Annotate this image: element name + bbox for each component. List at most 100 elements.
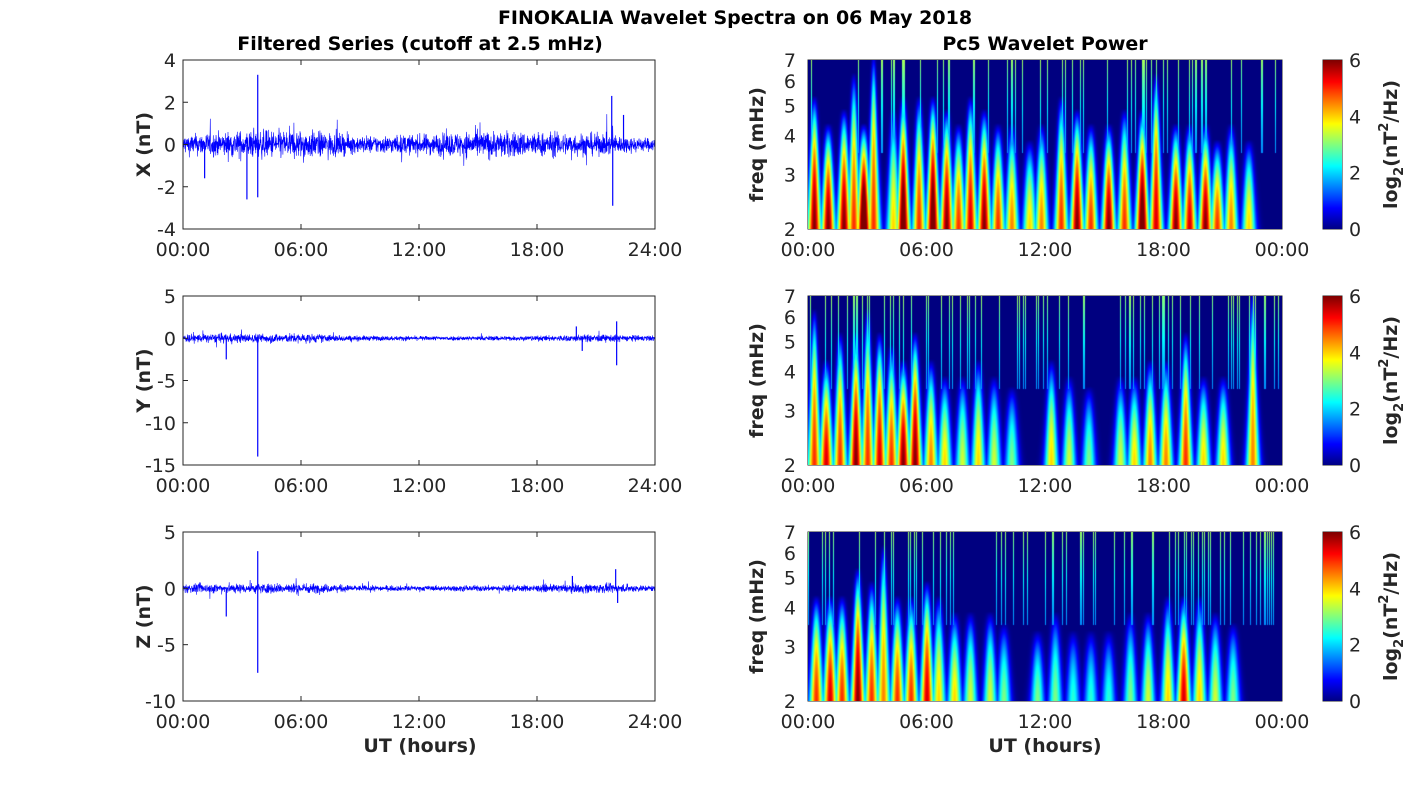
- series-3-xtick-label: 00:00: [156, 711, 211, 733]
- series-2-ytick-label: 5: [164, 286, 176, 308]
- spectrum-1-colorbar: [1323, 60, 1342, 229]
- spectrum-1-xtick-label: 12:00: [1018, 239, 1073, 261]
- spectrum-1-colorbar-tick-label: 2: [1349, 163, 1361, 185]
- spectrum-1-colorbar-tick-label: 0: [1349, 219, 1361, 241]
- figure-title: FINOKALIA Wavelet Spectra on 06 May 2018: [498, 7, 972, 29]
- spectrum-2-ytick-label: 6: [784, 307, 796, 329]
- series-3-ytick-label: -5: [157, 635, 176, 657]
- spectrum-3-ytick-label: 7: [784, 522, 796, 544]
- series-2-ytick-label: -10: [145, 413, 176, 435]
- series-1-ytick-label: -2: [157, 177, 176, 199]
- series-2-frame: [182, 295, 656, 466]
- series-3-frame: [182, 531, 656, 702]
- spectrum-2-ytick-label: 2: [784, 455, 796, 477]
- spectrum-2-ylabel: freq (mHz): [746, 323, 768, 438]
- spectrum-3-colorbar-tick-label: 2: [1349, 635, 1361, 657]
- series-2-xtick-label: 12:00: [392, 475, 447, 497]
- series-1-xtick-label: 24:00: [628, 239, 683, 261]
- spectrum-2-ytick-label: 5: [784, 331, 796, 353]
- series-2-xtick-label: 06:00: [274, 475, 329, 497]
- spectrum-2-xtick-label: 06:00: [899, 475, 954, 497]
- series-1-xtick-label: 18:00: [510, 239, 565, 261]
- left-column-title: Filtered Series (cutoff at 2.5 mHz): [237, 33, 603, 55]
- spectrum-3-ytick-label: 3: [784, 636, 796, 658]
- spectrum-1-ytick-label: 3: [784, 164, 796, 186]
- spectrum-2-colorbar-label: log2(nT2/Hz): [1377, 316, 1407, 445]
- series-2-ylabel: Y (nT): [133, 348, 155, 413]
- left-xlabel: UT (hours): [363, 735, 476, 757]
- spectrum-2-ytick-label: 3: [784, 400, 796, 422]
- spectrum-2-colorbar: [1323, 296, 1342, 465]
- spectrum-1-xtick-label: 06:00: [899, 239, 954, 261]
- spectrum-3-ytick-label: 4: [784, 597, 796, 619]
- series-1-ytick-label: -4: [157, 219, 176, 241]
- spectrum-2-colorbar-tick-label: 4: [1349, 342, 1361, 364]
- spectrum-1-xtick-label: 18:00: [1136, 239, 1191, 261]
- right-xlabel: UT (hours): [988, 735, 1101, 757]
- spectrum-3-ytick-label: 2: [784, 691, 796, 713]
- spectrum-2-colorbar-tick-label: 0: [1349, 455, 1361, 477]
- spectrum-3-ylabel: freq (mHz): [746, 559, 768, 674]
- series-3-ytick-label: 5: [164, 522, 176, 544]
- series-2-ytick-label: -5: [157, 371, 176, 393]
- series-3-xtick-label: 18:00: [510, 711, 565, 733]
- spectrum-1-ytick-label: 2: [784, 219, 796, 241]
- spectrum-1-heatmap: [808, 60, 1282, 229]
- spectrum-3-colorbar-label: log2(nT2/Hz): [1377, 552, 1407, 681]
- spectrum-1-ytick-label: 6: [784, 71, 796, 93]
- spectrum-1-colorbar-label: log2(nT2/Hz): [1377, 80, 1407, 209]
- spectrum-1-xtick-label: 00:00: [781, 239, 836, 261]
- series-1-ylabel: X (nT): [133, 112, 155, 177]
- spectrum-3-colorbar-tick-label: 4: [1349, 578, 1361, 600]
- series-2-xtick-label: 18:00: [510, 475, 565, 497]
- spectrum-2-colorbar-tick-label: 6: [1349, 286, 1361, 308]
- series-3-xtick-label: 12:00: [392, 711, 447, 733]
- series-1-xtick-label: 06:00: [274, 239, 329, 261]
- spectrum-2-ytick-label: 7: [784, 286, 796, 308]
- spectrum-1-ytick-label: 5: [784, 95, 796, 117]
- series-3-ytick-label: 0: [164, 578, 176, 600]
- spectrum-2-colorbar-tick-label: 2: [1349, 399, 1361, 421]
- right-column-title: Pc5 Wavelet Power: [942, 33, 1148, 55]
- spectrum-2-xtick-label: 18:00: [1136, 475, 1191, 497]
- spectrum-3-xtick-label: 00:00: [781, 711, 836, 733]
- series-2-xtick-label: 00:00: [156, 475, 211, 497]
- series-3-ytick-label: -10: [145, 691, 176, 713]
- spectrum-2-ytick-label: 4: [784, 361, 796, 383]
- spectrum-3-xtick-label: 18:00: [1136, 711, 1191, 733]
- spectrum-3-heatmap: [808, 532, 1282, 701]
- series-1-line: [182, 114, 656, 166]
- series-2-ytick-label: -15: [145, 455, 176, 477]
- spectrum-1-ylabel: freq (mHz): [746, 87, 768, 202]
- spectrum-1-ytick-label: 4: [784, 125, 796, 147]
- series-3-line: [182, 578, 656, 599]
- series-1-ytick-label: 2: [164, 92, 176, 114]
- series-2-line: [182, 329, 656, 348]
- series-3-xtick-label: 24:00: [628, 711, 683, 733]
- spectrum-3-ytick-label: 5: [784, 567, 796, 589]
- series-1-xtick-label: 00:00: [156, 239, 211, 261]
- series-1-ytick-label: 4: [164, 50, 176, 72]
- spectrum-3-xtick-label: 00:00: [1255, 711, 1310, 733]
- spectrum-1-xtick-label: 00:00: [1255, 239, 1310, 261]
- spectrum-2-xtick-label: 00:00: [781, 475, 836, 497]
- series-1-xtick-label: 12:00: [392, 239, 447, 261]
- spectrum-3-xtick-label: 12:00: [1018, 711, 1073, 733]
- spectrum-2-xtick-label: 12:00: [1018, 475, 1073, 497]
- spectrum-1-colorbar-tick-label: 6: [1349, 50, 1361, 72]
- spectrum-1-colorbar-tick-label: 4: [1349, 106, 1361, 128]
- series-3-xtick-label: 06:00: [274, 711, 329, 733]
- series-3-ylabel: Z (nT): [133, 584, 155, 648]
- series-2-ytick-label: 0: [164, 328, 176, 350]
- series-1-ytick-label: 0: [164, 135, 176, 157]
- spectrum-3-colorbar: [1323, 532, 1342, 701]
- spectrum-3-colorbar-tick-label: 0: [1349, 691, 1361, 713]
- spectrum-1-ytick-label: 7: [784, 50, 796, 72]
- series-2-xtick-label: 24:00: [628, 475, 683, 497]
- spectrum-3-xtick-label: 06:00: [899, 711, 954, 733]
- spectrum-3-colorbar-tick-label: 6: [1349, 522, 1361, 544]
- spectrum-2-xtick-label: 00:00: [1255, 475, 1310, 497]
- spectrum-3-ytick-label: 6: [784, 543, 796, 565]
